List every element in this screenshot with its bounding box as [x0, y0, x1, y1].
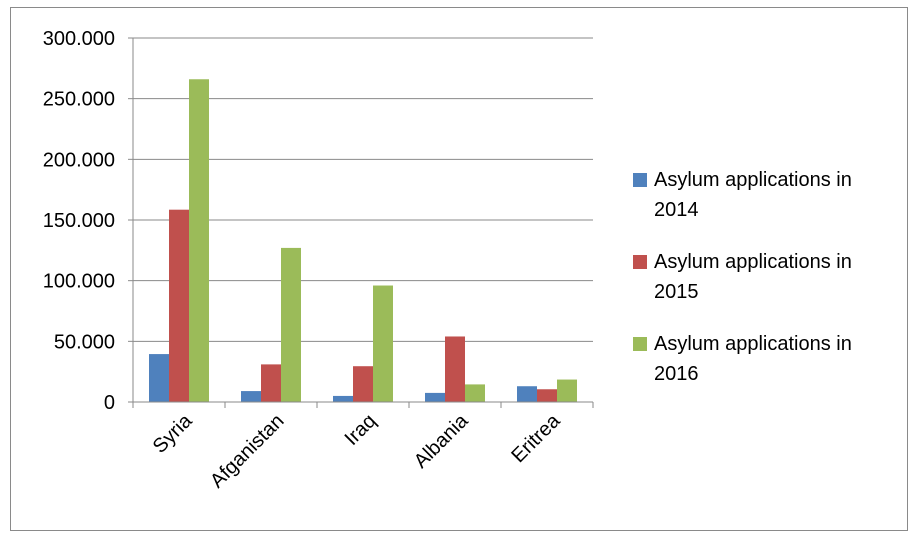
bar-eritrea-series-2: [537, 389, 557, 402]
x-tick-label: Syria: [149, 409, 197, 457]
bar-albania-series-2: [445, 336, 465, 402]
x-tick-label: Eritrea: [507, 409, 565, 467]
x-tick-label: Albania: [410, 409, 473, 472]
bar-syria-series-1: [149, 354, 169, 402]
y-tick-label: 100.000: [43, 271, 115, 293]
bar-afganistan-series-1: [241, 391, 261, 402]
bar-iraq-series-2: [353, 366, 373, 402]
legend-label: Asylum applications in 2015: [654, 251, 852, 303]
legend-swatch: [633, 255, 647, 269]
bar-eritrea-series-3: [557, 379, 577, 402]
bar-iraq-series-1: [333, 395, 353, 402]
y-tick-label: 250.000: [43, 89, 115, 111]
bar-afganistan-series-2: [261, 364, 281, 402]
bar-eritrea-series-1: [517, 386, 537, 402]
axes: [132, 38, 594, 408]
legend-swatch: [633, 173, 647, 187]
y-tick-labels: 0 50.000 100.000 150.000 200.000 250.000 300.0…: [43, 28, 115, 414]
y-tick-label: 200.000: [43, 149, 115, 171]
bar-albania-series-1: [425, 392, 445, 402]
x-tick-labels: Syria Afganistan Iraq Albania Eritrea: [149, 409, 565, 492]
bar-albania-series-3: [465, 384, 485, 402]
y-tick-label: 50.000: [54, 331, 115, 353]
bars: [149, 79, 577, 403]
bar-syria-series-3: [189, 79, 209, 403]
x-tick-label: Iraq: [341, 410, 381, 450]
legend-swatch: [633, 337, 647, 351]
bar-iraq-series-3: [373, 285, 393, 402]
legend-label: Asylum applications in 2014: [654, 169, 852, 221]
bar-syria-series-2: [169, 209, 189, 402]
y-tick-label: 0: [104, 392, 115, 414]
y-tick-label: 300.000: [43, 28, 115, 50]
x-tick-label: Afganistan: [206, 410, 288, 492]
bar-afganistan-series-3: [281, 247, 301, 402]
y-tick-label: 150.000: [43, 210, 115, 232]
legend: Asylum applications in 2014 Asylum applica…: [633, 169, 852, 385]
chart-frame: [10, 7, 908, 531]
legend-label: Asylum applications in 2016: [654, 333, 852, 385]
gridlines: [128, 37, 593, 403]
